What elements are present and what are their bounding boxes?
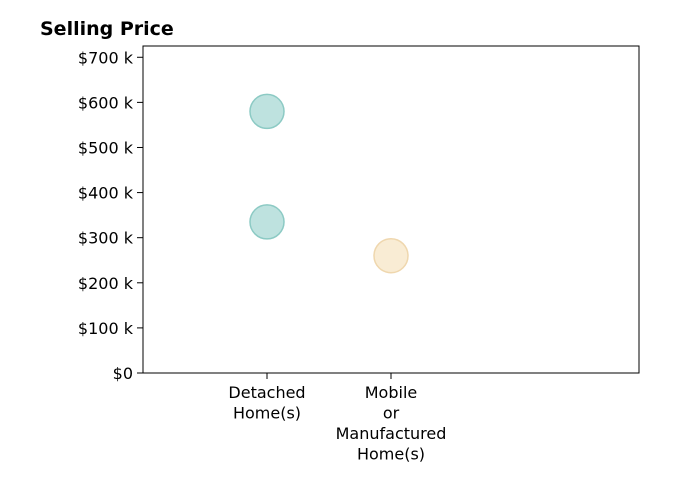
y-tick-label: $200 k — [78, 274, 134, 293]
y-axis: $0 $100 k $200 k $300 k $400 k $500 k $600 k $7… — [78, 48, 143, 383]
x-tick-label-line: Mobile — [365, 383, 417, 402]
plot-area-frame — [142, 45, 640, 374]
x-axis: Detached Home(s) Mobile or Manufactured Home(… — [228, 373, 446, 464]
x-tick-label-line: Detached — [228, 383, 305, 402]
x-tick-label-line: Manufactured — [336, 424, 447, 443]
x-tick-label: Detached Home(s) — [228, 383, 305, 423]
data-point — [373, 237, 409, 274]
y-tick-label: $300 k — [78, 229, 134, 248]
y-tick-label: $500 k — [78, 138, 134, 157]
y-tick-label: $400 k — [78, 184, 134, 203]
data-point — [249, 204, 285, 240]
x-tick-label-line: Home(s) — [233, 404, 301, 423]
y-tick-label: $600 k — [78, 93, 134, 112]
x-tick-label: Mobile or Manufactured Home(s) — [336, 383, 447, 464]
data-points — [249, 93, 409, 274]
y-tick-label: $100 k — [78, 319, 134, 338]
data-point — [249, 93, 285, 130]
y-tick-label: $700 k — [78, 48, 134, 67]
chart-title: Selling Price — [40, 18, 174, 40]
x-tick-label-line: or — [383, 404, 400, 423]
x-tick-label-line: Home(s) — [357, 445, 425, 464]
y-tick-label: $0 — [113, 364, 133, 383]
